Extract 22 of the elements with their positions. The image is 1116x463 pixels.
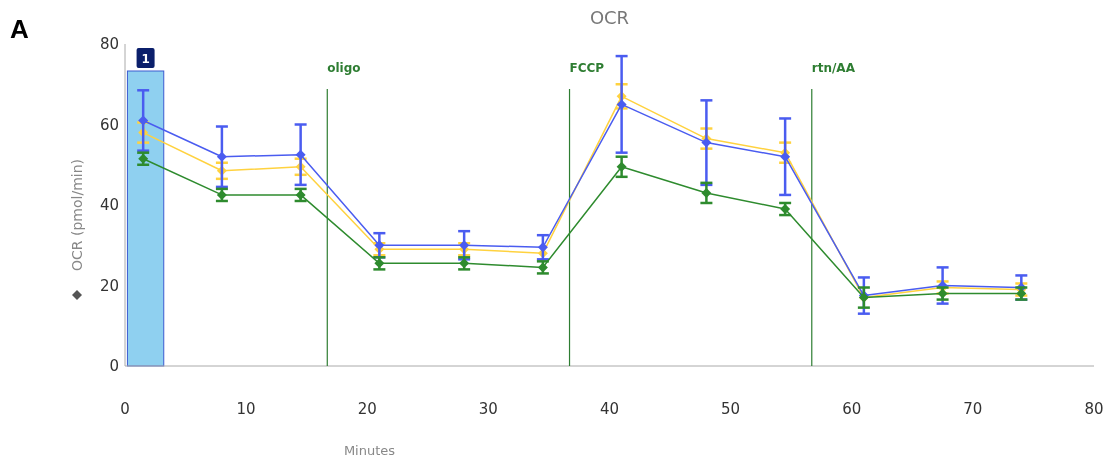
ref-line-label: FCCP [569, 61, 605, 75]
y-tick-label: 20 [99, 276, 119, 295]
x-tick-label: 0 [120, 400, 130, 418]
y-tick-label: 0 [109, 357, 119, 375]
ref-line-label: oligo [327, 61, 361, 75]
x-tick-label: 20 [357, 400, 377, 418]
chart-title: OCR [589, 7, 630, 28]
y-axis-title: OCR (pmol/min) [69, 159, 85, 271]
text: A [10, 14, 29, 44]
x-tick-label: 60 [842, 400, 862, 418]
y-tick-label: 40 [99, 196, 119, 214]
x-tick-label: 70 [963, 400, 983, 418]
x-tick-label: 30 [478, 400, 498, 418]
x-tick-label: 40 [599, 400, 620, 418]
x-tick-label: 10 [236, 400, 256, 418]
x-axis-title: Minutes [343, 443, 396, 458]
ref-line-label: rtn/AA [811, 61, 856, 75]
x-tick-label: 50 [721, 400, 741, 418]
y-tick-label: 80 [99, 35, 119, 53]
y-tick-label: 60 [99, 115, 119, 134]
x-tick-label: 80 [1084, 400, 1104, 418]
band-label: 1 [141, 52, 150, 66]
